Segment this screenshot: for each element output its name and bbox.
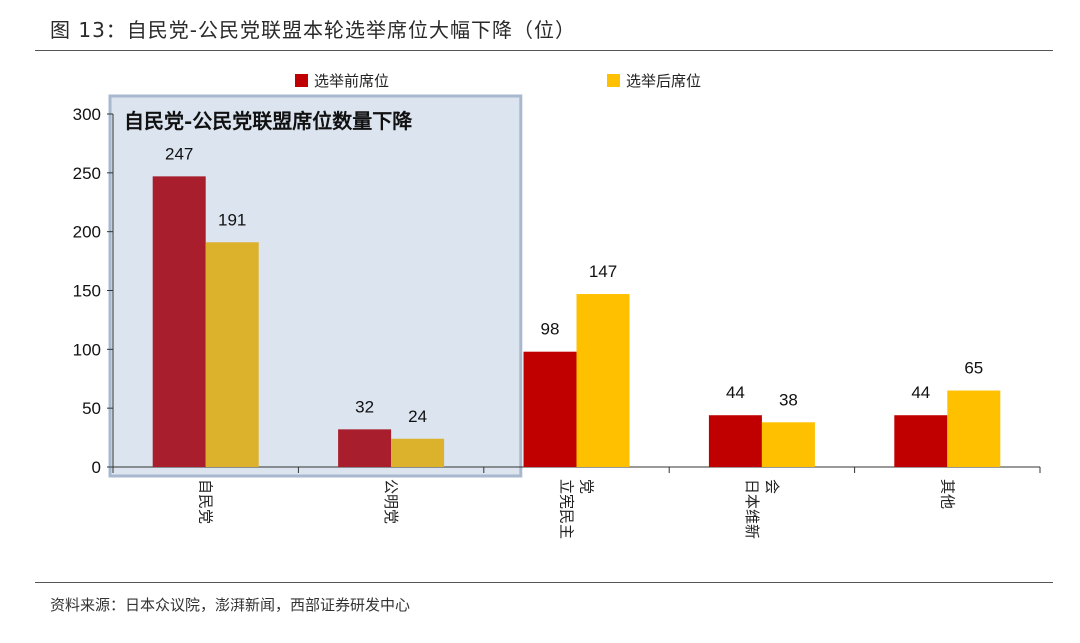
category-label: 党 [578, 479, 596, 494]
bar-after [947, 390, 1001, 467]
data-label-after: 24 [408, 407, 427, 426]
bar-before [152, 176, 206, 467]
legend-swatch-after [607, 74, 620, 87]
y-tick-label: 0 [92, 458, 101, 477]
data-label-after: 147 [589, 262, 617, 281]
bar-before [894, 415, 948, 467]
bar-before [338, 429, 392, 467]
figure-title: 图 13：自民党-公民党联盟本轮选举席位大幅下降（位） [50, 18, 577, 42]
legend-label-after: 选举后席位 [626, 72, 701, 90]
data-label-before: 44 [726, 383, 745, 402]
bar-after [576, 294, 630, 467]
data-label-after: 65 [964, 359, 983, 378]
y-tick-label: 50 [82, 399, 101, 418]
category-label: 自民党 [197, 479, 215, 524]
legend-swatch-before [295, 74, 308, 87]
bottom-rule [35, 582, 1053, 583]
bar-after [761, 422, 815, 467]
y-tick-label: 250 [73, 164, 101, 183]
category-label: 日本维新 [743, 479, 761, 539]
category-label: 公明党 [382, 479, 400, 524]
annotation-text: 自民党-公民党联盟席位数量下降 [124, 109, 413, 133]
bar-chart: 0 50 100 150 200 250 300 247 191 32 24 98 147 44 38 44 6… [73, 72, 1041, 539]
data-label-before: 44 [911, 383, 930, 402]
legend-label-before: 选举前席位 [314, 72, 389, 90]
data-label-after: 191 [218, 210, 246, 229]
data-label-before: 98 [541, 320, 560, 339]
data-label-before: 247 [165, 144, 193, 163]
category-label: 立宪民主 [558, 479, 576, 539]
source-note: 资料来源：日本众议院，澎湃新闻，西部证券研发中心 [50, 596, 411, 614]
bar-after [205, 242, 259, 467]
y-tick-label: 150 [73, 282, 101, 301]
y-tick-label: 300 [73, 105, 101, 124]
y-tick-label: 100 [73, 340, 101, 359]
top-rule [35, 50, 1053, 51]
bar-before [523, 351, 577, 467]
category-label: 会 [763, 479, 781, 494]
bar-before [708, 415, 762, 467]
y-tick-label: 200 [73, 223, 101, 242]
bar-after [391, 438, 445, 467]
data-label-before: 32 [355, 397, 374, 416]
category-label: 其他 [938, 479, 956, 509]
data-label-after: 38 [779, 390, 798, 409]
